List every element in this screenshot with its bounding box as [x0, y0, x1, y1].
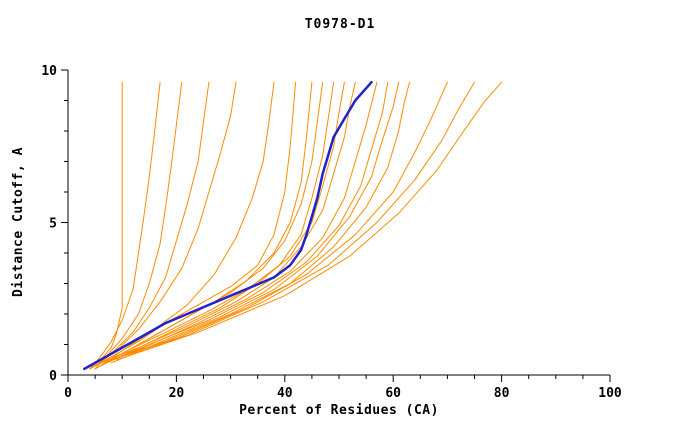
model-line — [89, 81, 297, 370]
chart-title: T0978-D1 — [305, 17, 376, 32]
model-line — [110, 81, 400, 364]
model-line — [89, 81, 161, 370]
model-line — [100, 81, 275, 367]
x-tick-label: 40 — [277, 386, 293, 401]
highlighted-model-line — [83, 80, 373, 371]
model-line — [110, 81, 448, 361]
y-tick-label: 0 — [49, 369, 57, 384]
x-tick-label: 60 — [385, 386, 401, 401]
y-axis-label: Distance Cutoff, A — [11, 147, 26, 297]
model-line — [110, 81, 410, 361]
x-tick-label: 0 — [64, 386, 72, 401]
model-line — [94, 81, 210, 367]
model-line — [116, 81, 475, 361]
model-line — [94, 81, 324, 367]
model-line — [105, 81, 378, 364]
x-tick-label: 100 — [598, 386, 622, 401]
y-tick-label: 10 — [41, 64, 57, 79]
model-line — [116, 81, 503, 361]
axes: 0 20 40 60 80 100 0 5 10 — [41, 64, 622, 401]
x-axis-label: Percent of Residues (CA) — [239, 403, 439, 418]
model-line — [100, 81, 335, 367]
y-tick-label: 5 — [49, 217, 57, 232]
series-lines — [83, 80, 503, 371]
model-line — [105, 81, 389, 364]
x-tick-label: 80 — [494, 386, 510, 401]
model-line — [89, 81, 123, 370]
model-line — [94, 81, 183, 370]
x-tick-label: 20 — [169, 386, 185, 401]
model-line — [94, 81, 237, 367]
